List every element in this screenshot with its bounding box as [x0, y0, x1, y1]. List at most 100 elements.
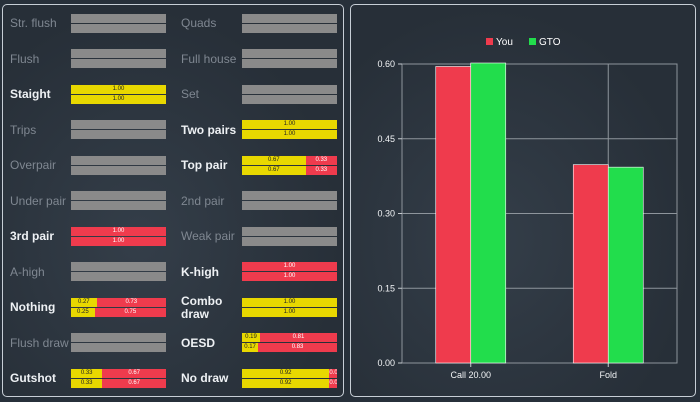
- frequency-bars: 0.19 0.81 0.17 0.83: [242, 333, 337, 353]
- legend-swatch-gto: [529, 38, 536, 45]
- you-frequency-bar: 1.00: [242, 262, 337, 271]
- hand-label: OESD: [181, 335, 216, 350]
- hand-breakdown-panel: Str. flush Quads Flush Full house Staight 1.0…: [2, 4, 344, 397]
- frequency-bars: 1.00 1.00: [242, 297, 337, 318]
- frequency-bars: 0.67 0.33 0.67 0.33: [242, 155, 337, 176]
- gto-frequency-bar: 0.67 0.33: [242, 165, 337, 175]
- you-frequency-bar: [242, 84, 337, 94]
- hand-row-two-pairs: Two pairs 1.00 1.00: [174, 112, 342, 148]
- frequency-bars: [242, 84, 337, 105]
- y-tick-label: 0.15: [377, 283, 395, 293]
- hand-label: Staight: [10, 87, 51, 101]
- hand-row-nothing: Nothing 0.27 0.73 0.25 0.75: [3, 290, 171, 326]
- gto-frequency-bar: 1.00: [71, 236, 166, 246]
- frequency-bars: [71, 120, 166, 140]
- frequency-bars: [71, 262, 166, 282]
- hand-row-k-high: K-high 1.00 1.00: [174, 254, 342, 290]
- bar-gto-fold: [607, 166, 644, 364]
- hand-label: Nothing: [10, 300, 56, 314]
- fold-segment: 0.73: [96, 297, 166, 307]
- gto-frequency-bar: [242, 94, 337, 104]
- call-segment: 0.27: [71, 297, 97, 307]
- you-frequency-bar: 1.00: [242, 297, 337, 307]
- you-frequency-bar: [71, 49, 166, 58]
- fold-segment: 0.67: [102, 378, 166, 388]
- fold-segment: 1.00: [71, 226, 166, 236]
- hand-row-combo-draw: Combo draw 1.00 1.00: [174, 290, 342, 326]
- frequency-bars: [71, 155, 166, 176]
- hand-row-flush-draw: Flush draw: [3, 325, 171, 361]
- hand-row-set: Set: [174, 77, 342, 113]
- call-segment: 0.33: [71, 378, 103, 388]
- hand-row-weak-pair: Weak pair: [174, 219, 342, 255]
- hand-row-gutshot: Gutshot 0.33 0.67 0.33 0.67: [3, 361, 171, 397]
- hand-label: Quads: [181, 16, 217, 30]
- hand-row-trips: Trips: [3, 112, 171, 148]
- hand-label: Combo draw: [181, 293, 223, 321]
- fold-segment: 0.83: [258, 343, 337, 352]
- frequency-bars: [71, 191, 166, 211]
- y-tick-label: 0.00: [377, 358, 395, 368]
- x-tick-label: Fold: [599, 370, 617, 380]
- call-segment: 1.00: [71, 94, 166, 104]
- hand-row-2nd-pair: 2nd pair: [174, 183, 342, 219]
- gto-frequency-bar: [71, 165, 166, 175]
- gto-frequency-bar: 1.00: [242, 272, 337, 281]
- call-segment: 0.67: [242, 165, 306, 175]
- fold-segment: 0.33: [305, 155, 337, 165]
- frequency-bars: 1.00 1.00: [242, 262, 337, 282]
- y-tick-label: 0.45: [377, 134, 395, 144]
- fold-segment: 0.08: [329, 368, 337, 378]
- hand-label: 2nd pair: [181, 193, 225, 208]
- hand-label: K-high: [181, 264, 219, 279]
- frequency-bars: [71, 49, 166, 69]
- hand-row-quads: Quads: [174, 6, 342, 42]
- you-frequency-bar: 0.33 0.67: [71, 368, 166, 378]
- action-frequency-chart: 0.00 0.15 0.30 0.45 0.60 Call 20.00 Fold You GTO: [377, 37, 678, 380]
- bar-gto-call: [470, 62, 507, 364]
- frequency-bars: 0.27 0.73 0.25 0.75: [71, 297, 166, 318]
- gto-frequency-bar: [71, 130, 166, 139]
- hand-row-full-house: Full house: [174, 41, 342, 77]
- fold-segment: 0.67: [102, 368, 166, 378]
- gto-frequency-bar: 0.25 0.75: [71, 307, 166, 317]
- hand-label: Full house: [181, 51, 237, 66]
- hand-label: Under pair: [10, 193, 67, 208]
- hand-row-flush: Flush: [3, 41, 171, 77]
- call-segment: 0.92: [242, 368, 330, 378]
- frequency-bars: [242, 226, 337, 247]
- hand-row-oesd: OESD 0.19 0.81 0.17 0.83: [174, 325, 342, 361]
- fold-segment: 1.00: [242, 262, 337, 271]
- hand-label: Trips: [10, 122, 37, 137]
- you-frequency-bar: 0.27 0.73: [71, 297, 166, 307]
- you-frequency-bar: 1.00: [242, 120, 337, 129]
- hand-row-under-pair: Under pair: [3, 183, 171, 219]
- frequency-bars: 1.00 1.00: [71, 84, 166, 105]
- hand-label: Two pairs: [181, 122, 237, 137]
- fold-segment: 0.81: [260, 333, 337, 342]
- y-tick-label: 0.60: [377, 59, 395, 69]
- gto-frequency-bar: [242, 59, 337, 68]
- call-segment: 0.19: [242, 333, 261, 342]
- call-segment: 1.00: [242, 297, 337, 307]
- hand-label: Flush: [10, 51, 40, 66]
- hand-label: 3rd pair: [10, 229, 55, 243]
- fold-segment: 0.75: [94, 307, 166, 317]
- hand-row-top-pair: Top pair 0.67 0.33 0.67 0.33: [174, 148, 342, 184]
- gto-frequency-bar: 0.33 0.67: [71, 378, 166, 388]
- frequency-bars: 1.00 1.00: [242, 120, 337, 140]
- call-segment: 0.92: [242, 378, 330, 388]
- you-frequency-bar: [71, 13, 166, 23]
- you-frequency-bar: 0.67 0.33: [242, 155, 337, 165]
- frequency-bars: 1.00 1.00: [71, 226, 166, 247]
- fold-segment: 0.08: [329, 378, 337, 388]
- gto-frequency-bar: [71, 23, 166, 33]
- call-segment: 0.67: [242, 155, 306, 165]
- legend-label-you: You: [496, 37, 513, 48]
- legend-swatch-you: [486, 38, 493, 45]
- you-frequency-bar: [71, 333, 166, 342]
- gto-frequency-bar: [71, 59, 166, 68]
- frequency-bars: [242, 13, 337, 34]
- gto-frequency-bar: 1.00: [242, 130, 337, 139]
- you-frequency-bar: 0.920.08: [242, 368, 337, 378]
